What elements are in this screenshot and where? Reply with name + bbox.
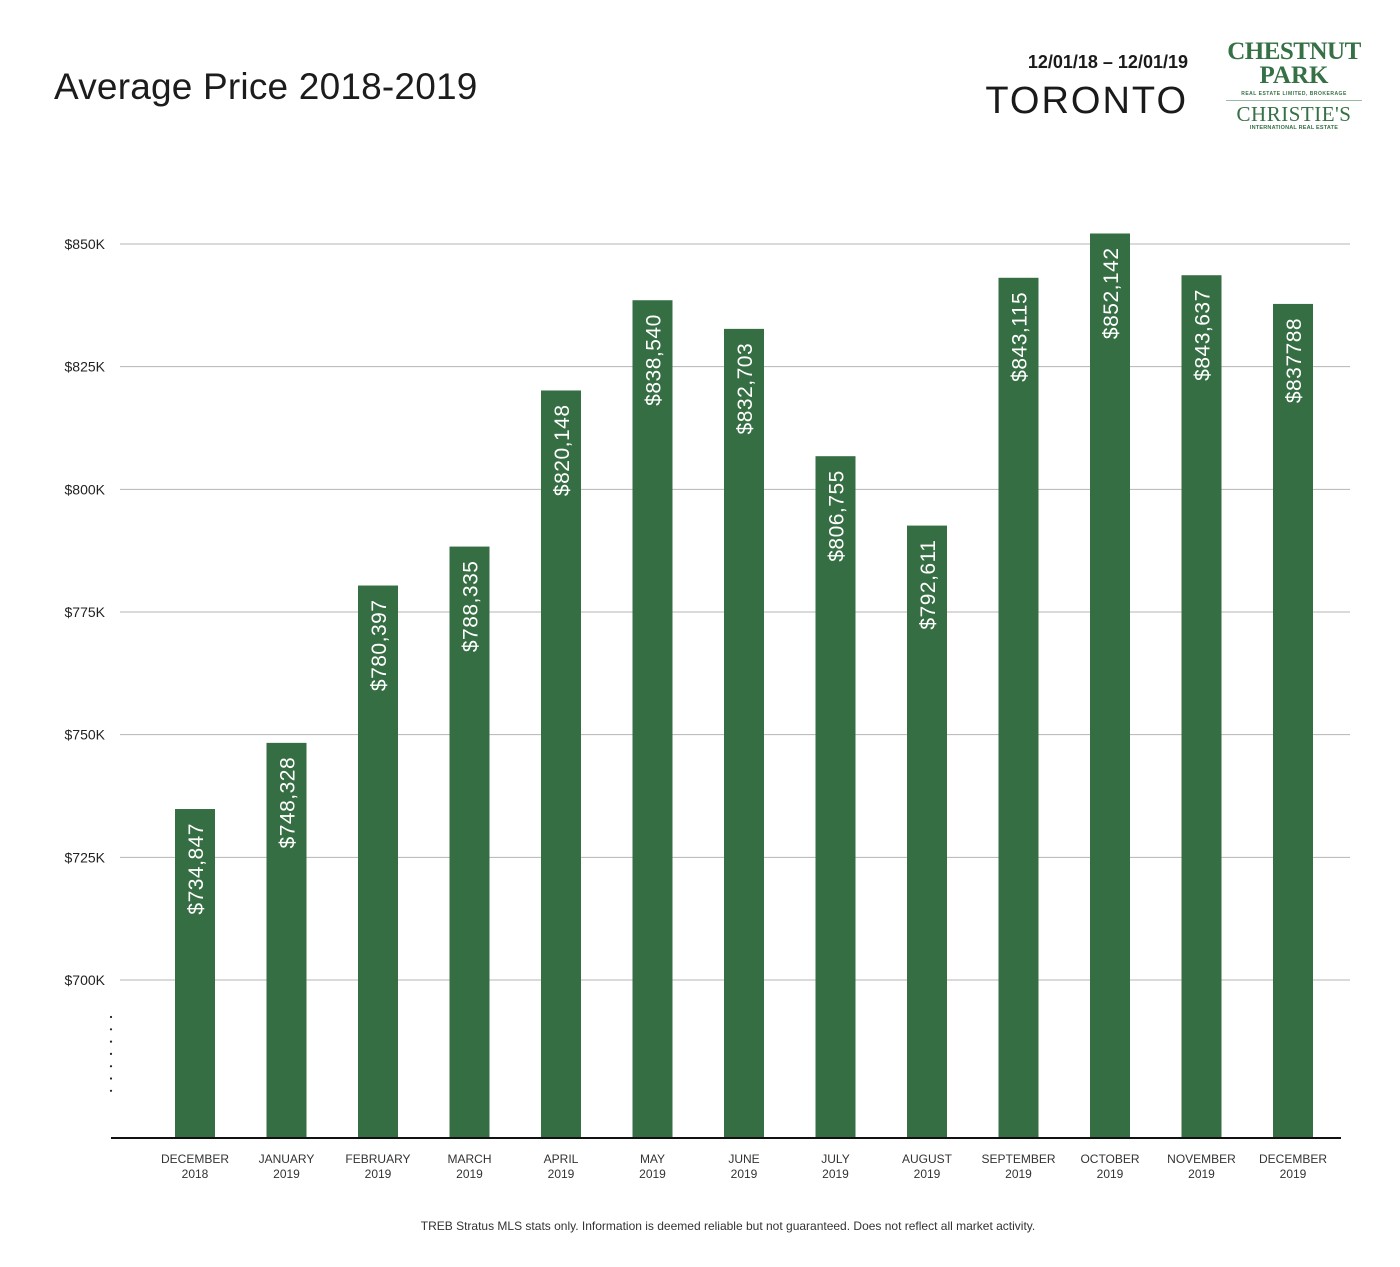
axis-break-dot: [109, 1089, 113, 1092]
y-tick-label: $725K: [65, 849, 106, 865]
bar: [815, 456, 856, 1138]
x-tick-label-year: 2019: [548, 1167, 575, 1181]
y-tick-label: $850K: [65, 236, 106, 252]
x-tick-label-month: DECEMBER: [1259, 1152, 1327, 1166]
axis-break-dot: [109, 1028, 113, 1031]
axis-break-dot: [109, 1040, 113, 1043]
y-tick-label: $775K: [65, 604, 106, 620]
x-tick-label-year: 2019: [731, 1167, 758, 1181]
bar-value-label: $748,328: [277, 757, 300, 849]
y-axis-ticks: $700K $725K $750K $775K $800K $825K $850K: [65, 236, 106, 988]
logo-line-park: PARK: [1259, 62, 1329, 89]
bar: [1090, 233, 1130, 1138]
x-tick-label-year: 2019: [273, 1167, 300, 1181]
bar: [1273, 303, 1313, 1138]
x-tick-label-month: JANUARY: [259, 1152, 315, 1166]
x-tick-label-year: 2019: [639, 1167, 666, 1181]
bar: [449, 546, 490, 1138]
x-tick-label-month: SEPTEMBER: [981, 1152, 1055, 1166]
x-tick-label-month: JULY: [821, 1152, 849, 1166]
bar-value-label: $806,755: [826, 470, 849, 562]
y-tick-label: $700K: [65, 972, 106, 988]
axis-break-dot: [109, 1015, 113, 1019]
chart-title: Average Price 2018-2019: [54, 66, 478, 107]
x-tick-label-month: DECEMBER: [161, 1152, 229, 1166]
x-tick-label-month: MARCH: [448, 1152, 492, 1166]
x-tick-label-year: 2019: [1280, 1167, 1307, 1181]
axis-break-dot: [109, 1077, 113, 1080]
bar-value-label: $820,148: [551, 404, 574, 496]
city-name: TORONTO: [985, 80, 1188, 122]
brand-logo: CHESTNUT PARK REAL ESTATE LIMITED, BROKE…: [1226, 38, 1362, 131]
x-tick-label-year: 2019: [1097, 1167, 1124, 1181]
axis-break-dots: [109, 1015, 113, 1092]
logo-line-christies: CHRISTIE'S: [1236, 102, 1352, 126]
bar-value-label: $832,703: [734, 343, 757, 435]
x-tick-label-month: OCTOBER: [1080, 1152, 1139, 1166]
bar-value-label: $780,397: [368, 600, 391, 692]
x-tick-label-year: 2019: [456, 1167, 483, 1181]
bar-value-label: $734,847: [185, 823, 208, 915]
x-tick-label-month: JUNE: [728, 1152, 759, 1166]
bar-value-label: $852,142: [1100, 247, 1123, 339]
logo-line-chestnut: CHESTNUT: [1227, 38, 1361, 65]
bar: [541, 390, 581, 1138]
x-tick-label-year: 2019: [1188, 1167, 1215, 1181]
bar: [266, 742, 307, 1138]
bar: [358, 585, 398, 1138]
bar-value-label: $837788: [1283, 318, 1306, 403]
bar-value-label: $843,115: [1009, 292, 1032, 382]
y-tick-label: $800K: [65, 481, 106, 497]
x-axis-ticks: DECEMBER2018JANUARY2019FEBRUARY2019MARCH…: [161, 1152, 1327, 1181]
disclaimer-footer: TREB Stratus MLS stats only. Information…: [420, 1219, 1036, 1233]
bar-value-label: $792,611: [917, 540, 940, 630]
bar: [175, 809, 215, 1138]
bar-value-label: $838,540: [643, 314, 666, 406]
y-tick-label: $750K: [65, 727, 106, 743]
bar-chart: $700K $725K $750K $775K $800K $825K $850K $734…: [65, 233, 1350, 1181]
x-tick-label-month: NOVEMBER: [1167, 1152, 1236, 1166]
bar: [998, 277, 1039, 1138]
bars: $734,847 $748,328 $780,397 $788,335 $820,148…: [175, 233, 1313, 1138]
x-tick-label-year: 2019: [1005, 1167, 1032, 1181]
x-tick-label-year: 2018: [182, 1167, 209, 1181]
logo-line-international: INTERNATIONAL REAL ESTATE: [1249, 125, 1339, 131]
bar: [1181, 275, 1222, 1138]
x-tick-label-year: 2019: [822, 1167, 849, 1181]
x-tick-label-month: APRIL: [544, 1152, 579, 1166]
bar: [632, 300, 673, 1138]
axis-break-dot: [109, 1052, 113, 1055]
bar-value-label: $788,335: [460, 561, 483, 653]
bar: [907, 525, 947, 1138]
axis-break-dot: [109, 1065, 113, 1068]
bar-value-label: $843,637: [1192, 289, 1215, 381]
y-tick-label: $825K: [65, 359, 106, 375]
x-tick-label-month: FEBRUARY: [345, 1152, 410, 1166]
x-tick-label-month: AUGUST: [902, 1152, 953, 1166]
x-tick-label-year: 2019: [365, 1167, 392, 1181]
date-range: 12/01/18 – 12/01/19: [1027, 52, 1188, 72]
logo-line-brokerage: REAL ESTATE LIMITED, BROKERAGE: [1226, 91, 1362, 101]
bar: [724, 328, 764, 1138]
x-tick-label-month: MAY: [640, 1152, 665, 1166]
x-tick-label-year: 2019: [914, 1167, 941, 1181]
